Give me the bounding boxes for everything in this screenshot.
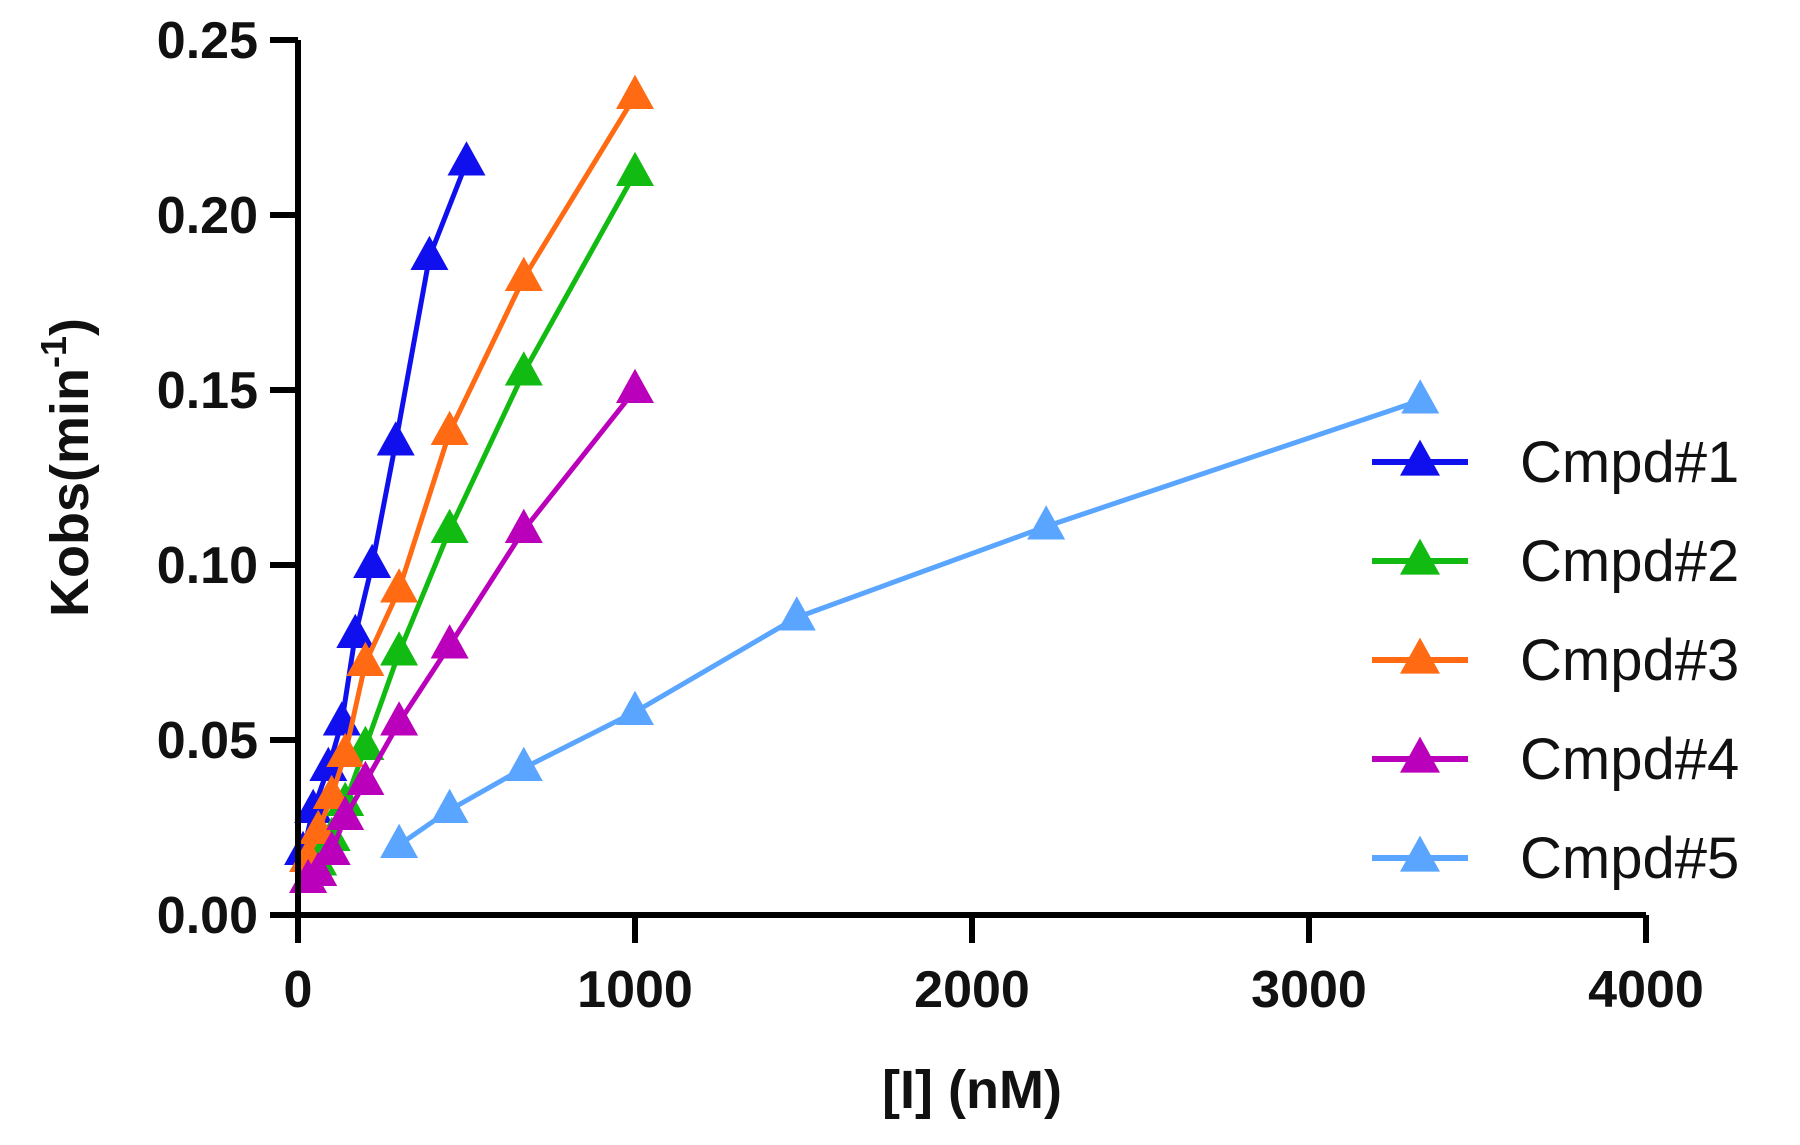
legend-label: Cmpd#1 (1520, 430, 1739, 495)
data-point (326, 732, 365, 767)
data-point (353, 543, 392, 578)
series-line (305, 171, 638, 882)
data-point (346, 760, 385, 795)
data-point (504, 256, 543, 291)
y-axis-title-main: Kobs(min (40, 368, 100, 617)
series-line (397, 398, 1422, 848)
y-axis-title-superscript: -1 (33, 336, 74, 368)
series-Cmpd#3 (289, 74, 654, 872)
data-point (380, 823, 419, 858)
data-point (504, 508, 543, 543)
legend-label: Cmpd#3 (1520, 628, 1739, 693)
data-point (380, 631, 419, 666)
data-point (299, 809, 338, 844)
y-tick-label: 0.15 (157, 362, 258, 420)
data-point (346, 641, 385, 676)
legend-item: Cmpd#5 (1372, 826, 1739, 891)
legend: Cmpd#1 Cmpd#2 Cmpd#3 Cmpd#4 Cmpd#5 (1372, 430, 1739, 891)
x-tick-label: 1000 (577, 961, 693, 1019)
legend-marker (1400, 538, 1440, 575)
legend-item: Cmpd#2 (1372, 529, 1739, 594)
legend-item: Cmpd#4 (1372, 727, 1739, 792)
data-point (380, 568, 419, 603)
data-point (1027, 505, 1066, 540)
series-Cmpd#4 (289, 368, 654, 893)
legend-label: Cmpd#2 (1520, 529, 1739, 594)
data-point (312, 830, 351, 865)
x-axis-title: [I] (nM) (882, 1060, 1062, 1120)
data-point (504, 746, 543, 781)
data-point (430, 410, 469, 445)
data-point (430, 624, 469, 659)
legend-marker (1400, 736, 1440, 773)
data-point (447, 141, 486, 176)
y-tick-label: 0.05 (157, 712, 258, 770)
x-tick-label: 3000 (1251, 961, 1367, 1019)
y-axis-ticks: 0.00 0.05 0.10 0.15 0.20 0.25 (157, 12, 298, 945)
legend-item: Cmpd#1 (1372, 430, 1739, 495)
legend-label: Cmpd#5 (1520, 826, 1739, 891)
data-point (616, 690, 654, 725)
axes: 0.00 0.05 0.10 0.15 0.20 0.25 0 1000 2000 3000 40… (157, 12, 1704, 1019)
data-point (376, 421, 415, 456)
legend-marker (1400, 439, 1440, 476)
data-point (380, 701, 419, 736)
x-tick-label: 2000 (914, 961, 1030, 1019)
x-axis-ticks: 0 1000 2000 3000 4000 (284, 915, 1704, 1019)
y-tick-label: 0.20 (157, 187, 258, 245)
legend-label: Cmpd#4 (1520, 727, 1739, 792)
series-Cmpd#5 (380, 379, 1440, 858)
data-point (430, 788, 469, 823)
data-point (312, 774, 351, 809)
series-Cmpd#1 (284, 141, 486, 865)
data-point (346, 725, 385, 760)
data-point (430, 508, 469, 543)
series-Cmpd#2 (289, 151, 654, 893)
data-point (1401, 379, 1440, 414)
data-point (299, 851, 338, 886)
y-tick-label: 0.10 (157, 537, 258, 595)
data-point (410, 235, 449, 270)
data-point (326, 795, 365, 830)
series-layer (284, 74, 1440, 893)
data-point (616, 151, 654, 186)
data-point (777, 596, 816, 631)
legend-marker (1400, 835, 1440, 872)
y-tick-label: 0.00 (157, 887, 258, 945)
y-axis-title: Kobs(min-1) (33, 318, 100, 617)
legend-item: Cmpd#3 (1372, 628, 1739, 693)
data-point (616, 368, 654, 403)
data-point (616, 74, 654, 109)
x-tick-label: 0 (284, 961, 313, 1019)
y-tick-label: 0.25 (157, 12, 258, 70)
data-point (336, 613, 375, 648)
legend-marker (1400, 637, 1440, 674)
x-tick-label: 4000 (1588, 961, 1704, 1019)
data-point (504, 351, 543, 386)
y-axis-title-close: ) (40, 318, 100, 336)
